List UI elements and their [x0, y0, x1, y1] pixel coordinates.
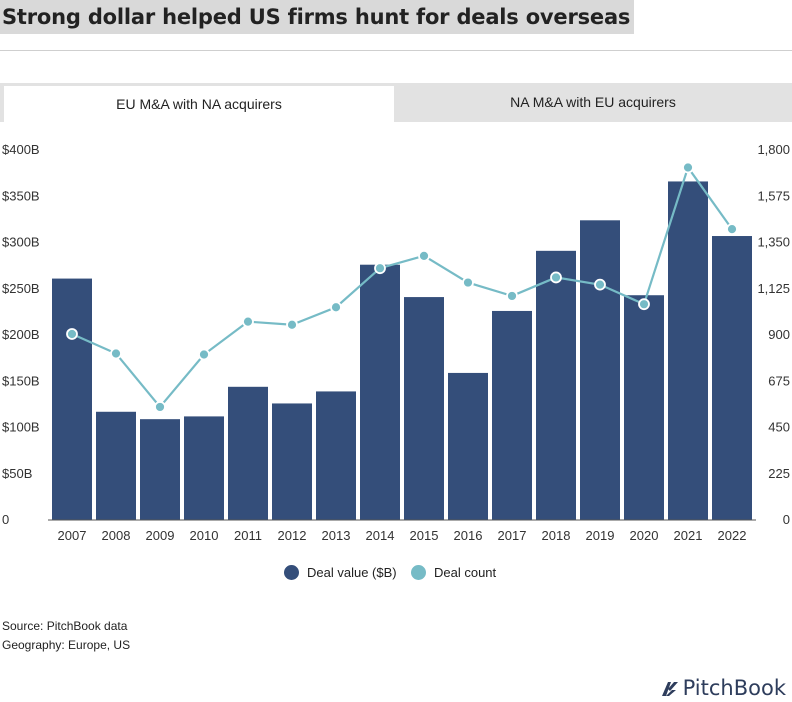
x-tick-label: 2012 — [278, 528, 307, 543]
deal-count-point — [374, 262, 386, 275]
bar — [140, 419, 180, 520]
x-tick-label: 2016 — [454, 528, 483, 543]
legend-swatch-deal-count — [411, 565, 426, 580]
x-tick-label: 2014 — [366, 528, 395, 543]
y-right-tick-label: 900 — [768, 327, 790, 342]
geography-line: Geography: Europe, US — [2, 638, 131, 652]
bar — [624, 295, 664, 520]
bar — [360, 264, 400, 520]
deal-count-point — [594, 278, 606, 291]
legend: Deal value ($B) Deal count — [0, 565, 792, 585]
legend-item-deal-count: Deal count — [411, 565, 496, 580]
x-tick-label: 2020 — [630, 528, 659, 543]
x-tick-label: 2009 — [146, 528, 175, 543]
x-tick-label: 2008 — [102, 528, 131, 543]
source-note: Source: PitchBook data Geography: Europe… — [2, 617, 130, 655]
y-left-tick-label: $200B — [2, 327, 40, 342]
deal-count-point — [462, 276, 474, 289]
y-left-tick-label: $100B — [2, 420, 40, 435]
y-right-tick-label: 450 — [768, 420, 790, 435]
deal-count-point — [242, 315, 254, 328]
x-tick-label: 2017 — [498, 528, 527, 543]
bar — [712, 236, 752, 520]
x-tick-label: 2011 — [234, 528, 262, 543]
bar — [96, 411, 136, 520]
y-right-tick-label: 1,575 — [757, 188, 790, 203]
deal-count-line — [71, 165, 733, 409]
y-right-tick-label: 1,350 — [757, 235, 790, 250]
deal-count-point — [550, 271, 562, 284]
x-tick-label: 2022 — [718, 528, 747, 543]
deal-count-point — [110, 347, 122, 360]
bar — [228, 386, 268, 520]
tab-eu-ma-na-acquirers[interactable]: EU M&A with NA acquirers — [4, 86, 394, 122]
deal-count-point — [418, 249, 430, 262]
x-tick-label: 2007 — [58, 528, 87, 543]
y-right-tick-label: 1,125 — [757, 281, 790, 296]
bar — [668, 181, 708, 520]
x-tick-label: 2018 — [542, 528, 571, 543]
x-tick-label: 2010 — [190, 528, 219, 543]
deal-count-point — [330, 301, 342, 314]
y-left-tick-label: $250B — [2, 281, 40, 296]
bar — [580, 220, 620, 521]
bar — [536, 250, 576, 520]
y-right-tick-label: 0 — [783, 512, 790, 527]
tab-bar: EU M&A with NA acquirers NA M&A with EU … — [0, 83, 792, 122]
x-tick-label: 2013 — [322, 528, 351, 543]
pitchbook-logo: PitchBook — [660, 674, 786, 702]
tab-na-ma-eu-acquirers[interactable]: NA M&A with EU acquirers — [510, 94, 676, 110]
source-line: Source: PitchBook data — [2, 619, 128, 633]
deal-count-point — [726, 223, 738, 236]
title-area: Strong dollar helped US firms hunt for d… — [0, 0, 635, 34]
y-left-tick-label: $350B — [2, 188, 40, 203]
y-right-tick-label: 1,800 — [757, 142, 790, 157]
deal-count-point — [198, 348, 210, 361]
bar — [52, 278, 92, 520]
bar — [404, 297, 444, 520]
chart-title: Strong dollar helped US firms hunt for d… — [0, 0, 635, 34]
legend-label-deal-value: Deal value ($B) — [307, 565, 397, 580]
title-divider — [0, 50, 792, 51]
y-left-tick-label: 0 — [2, 512, 9, 527]
y-left-tick-label: $300B — [2, 235, 40, 250]
y-left-tick-label: $50B — [2, 466, 32, 481]
logo-text: PitchBook — [682, 676, 786, 700]
legend-label-deal-count: Deal count — [434, 565, 497, 580]
y-right-tick-label: 225 — [768, 466, 790, 481]
bar — [316, 391, 356, 520]
x-tick-label: 2019 — [586, 528, 615, 543]
deal-count-point — [638, 298, 650, 311]
bar — [492, 310, 532, 520]
y-left-tick-label: $400B — [2, 142, 40, 157]
y-right-tick-label: 675 — [768, 373, 790, 388]
deal-count-point — [286, 318, 298, 331]
pitchbook-logo-icon — [661, 682, 678, 696]
deal-count-point — [154, 401, 166, 413]
deal-count-point — [682, 161, 694, 174]
legend-item-deal-value: Deal value ($B) — [284, 565, 397, 580]
deal-count-point — [506, 290, 518, 302]
legend-swatch-deal-value — [284, 565, 299, 580]
y-left-tick-label: $150B — [2, 373, 40, 388]
deal-count-point — [66, 328, 78, 340]
bar — [272, 403, 312, 520]
bar — [184, 416, 224, 520]
x-tick-label: 2015 — [410, 528, 439, 543]
bar — [448, 372, 488, 520]
combo-chart: 0 $50B $100B $150B $200B $250B $300B $350B $400B… — [2, 142, 790, 543]
x-tick-label: 2021 — [674, 528, 703, 543]
